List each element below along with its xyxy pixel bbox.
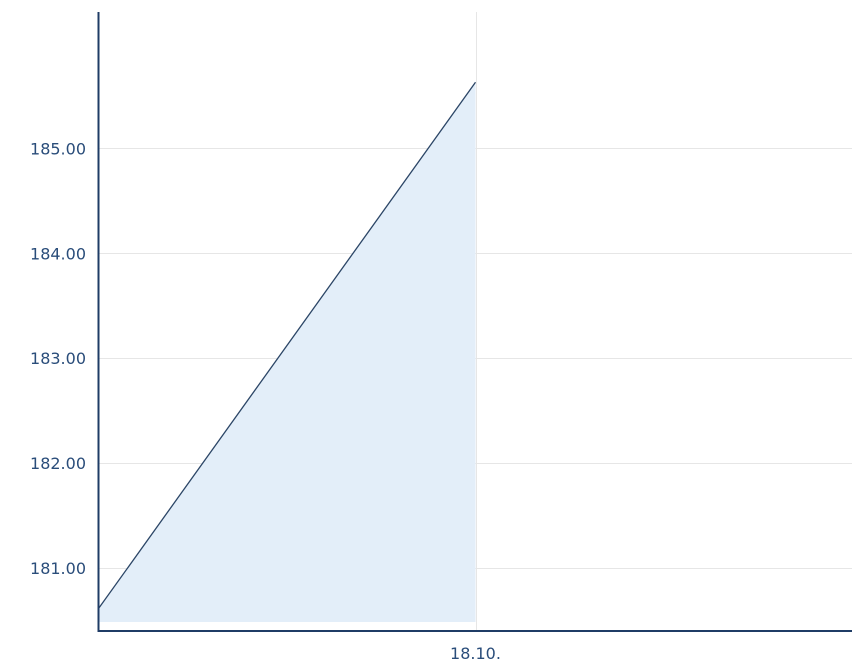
- y-tick-label: 183.00: [30, 349, 86, 368]
- area-fill: [99, 82, 476, 623]
- axes: [97, 12, 852, 632]
- y-tick-label: 185.00: [30, 139, 86, 158]
- plot-area: [98, 81, 477, 623]
- series-line: [98, 81, 477, 609]
- x-tick-label: 18.10.: [450, 644, 501, 663]
- x-tick-labels: 18.10.: [450, 644, 501, 663]
- y-tick-label: 182.00: [30, 454, 86, 473]
- y-tick-label: 184.00: [30, 244, 86, 263]
- y-tick-labels: 181.00 182.00 183.00 184.00 185.00: [30, 139, 86, 578]
- y-tick-label: 181.00: [30, 559, 86, 578]
